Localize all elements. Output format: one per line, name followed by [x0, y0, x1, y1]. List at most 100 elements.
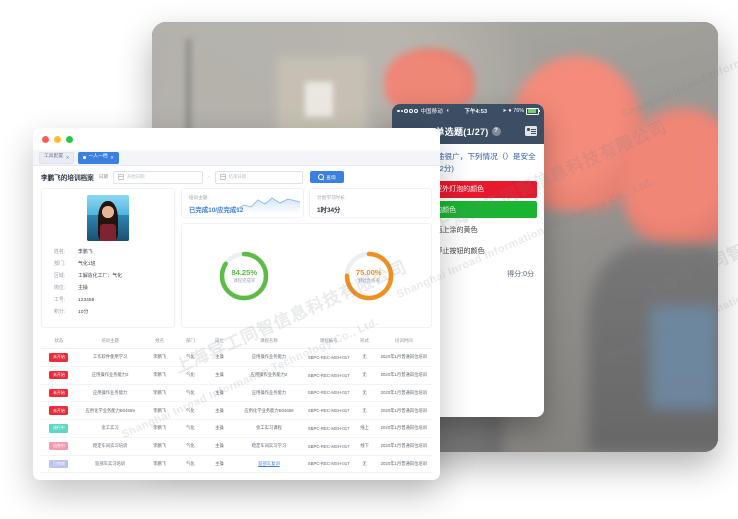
- score-text: 得分:0分: [507, 271, 534, 279]
- table-row[interactable]: 已完成 监部车实习培训 李鹏飞 气化 主操 监部车复训 SBPC-REC-MSH-017 无 2…: [41, 455, 432, 474]
- status-badge: 未开始: [49, 370, 69, 380]
- start-date-input[interactable]: 开始日期: [112, 170, 203, 184]
- calendar-icon: [117, 173, 125, 181]
- cell-dept: 气化: [175, 401, 205, 420]
- cell-status: 结束中: [41, 437, 77, 456]
- cell-topic: 应用操作业务能力2: [76, 366, 144, 385]
- table-header-row: 状态 培训主题 姓名 部门 岗位 课程名称 课程编号 形式 培训时间: [41, 334, 432, 349]
- profile-key: 岗位:: [54, 286, 66, 291]
- tab-tool-config[interactable]: 工具配置 ✕: [39, 151, 75, 164]
- cell-dept: 气化: [175, 419, 205, 438]
- end-date-input[interactable]: 结束日期: [214, 170, 303, 184]
- profile-value: 气化1班: [78, 262, 96, 267]
- tab-tool-config-label: 工具配置: [44, 154, 64, 160]
- photo-red-helmet-center: [384, 47, 475, 113]
- cell-post: 主操: [204, 437, 234, 456]
- metrics-column: 培训主题: 已完成10/应完成12: [181, 188, 432, 328]
- tab-bar: 工具配置 ✕ 一人一档 ✕: [33, 150, 440, 166]
- table-row[interactable]: 未开始 应用操作业务能力2 李鹏飞 气化 主操 应用操作业务能力2 SBPC-REC-MSH…: [41, 366, 432, 385]
- calendar-icon: [219, 173, 227, 181]
- cell-course[interactable]: 监部车复训: [234, 455, 304, 474]
- cell-course: 应用操作业务能力: [234, 384, 304, 403]
- table-row[interactable]: 未开始 工作软件使用学习 李鹏飞 气化 主操 应用操作业务能力 SBPC-REC-MSH-0…: [41, 348, 432, 367]
- status-badge: 已完成: [49, 459, 69, 469]
- stat-planned-duration: 计划学习时长 1时34分: [309, 188, 432, 218]
- photo-paper-label: [304, 82, 334, 117]
- cell-post: 主操: [204, 401, 234, 420]
- status-badge: 结束中: [49, 441, 69, 451]
- search-button-label: 查询: [326, 175, 336, 181]
- profile-key: 积分:: [54, 310, 66, 315]
- records-table: 状态 培训主题 姓名 部门 岗位 课程名称 课程编号 形式 培训时间 未开始 工作…: [41, 334, 432, 474]
- close-button[interactable]: [42, 135, 49, 143]
- donut-chart-group: 84.25% 课程完成率 75.00% 测验合格率: [181, 223, 432, 328]
- tab-close-icon[interactable]: ✕: [65, 154, 70, 160]
- cell-post: 主操: [204, 366, 234, 385]
- tab-one-person-one-file-label: 一人一档: [88, 154, 108, 160]
- table-row[interactable]: 结束中 稳定车间实习培训 李鹏飞 气化 主操 稳定车间实习学习 SBPC-REC-MSH-0…: [41, 437, 432, 456]
- option-a-label: A.驾驶室外灯泡的颜色: [414, 186, 485, 194]
- date-label: 日期: [98, 174, 108, 179]
- search-button[interactable]: 查询: [309, 171, 344, 183]
- wifi-icon: ◖: [445, 108, 450, 114]
- window-title-bar: [33, 128, 440, 150]
- profile-key: 部门:: [54, 262, 66, 267]
- table-row[interactable]: 未开始 应用化学业务能力B04659 李鹏飞 气化 主操 应用化学业务能力B04659 SB…: [41, 401, 432, 420]
- cell-topic: 稳定车间实习培训: [76, 437, 144, 456]
- status-badge: 未开始: [49, 406, 69, 415]
- help-circle-icon[interactable]: ?: [491, 126, 501, 136]
- cell-status: 已完成: [41, 455, 77, 474]
- cell-status: 未开始: [41, 384, 77, 403]
- table-row[interactable]: 未开始 应用操作业务能力 李鹏飞 气化 主操 应用操作业务能力 SBPC-REC-MSH-0…: [41, 384, 432, 403]
- cell-mode: 无: [353, 366, 376, 385]
- cell-course: 应用操作业务能力2: [234, 366, 304, 385]
- maximize-button[interactable]: [66, 135, 73, 143]
- cell-mode: 无: [353, 401, 376, 420]
- tab-one-person-one-file[interactable]: 一人一档 ✕: [78, 151, 119, 164]
- page-title: 李鹏飞的培训档案: [41, 175, 94, 182]
- cell-topic: 应用化学业务能力B04659: [76, 401, 144, 420]
- cell-time: 2020年1月普通岗位培训: [375, 366, 432, 385]
- records-table-wrap: 状态 培训主题 姓名 部门 岗位 课程名称 课程编号 形式 培训时间 未开始 工作…: [33, 334, 440, 474]
- answer-card-icon[interactable]: [525, 126, 537, 136]
- option-c-label: C.氯气瓶上涂的黄色: [414, 227, 478, 235]
- profile-key: 区域:: [54, 274, 66, 279]
- desktop-window: 工具配置 ✕ 一人一档 ✕ 李鹏飞的培训档案 日期 开始日期 - 结束日期: [33, 128, 440, 480]
- table-row[interactable]: 进行中 金工实习 李鹏飞 气化 主操 金工实习课程 SBPC-REC-MSH-017 线上 20…: [41, 419, 432, 438]
- cell-status: 未开始: [41, 366, 77, 385]
- profile-value: 主操: [78, 286, 88, 291]
- cell-course: 金工实习课程: [234, 419, 304, 438]
- alarm-icon: ⏺: [508, 108, 512, 114]
- donut-label: 测验合格率: [357, 277, 380, 283]
- phone-page-title: 单选题(1/27) ?: [411, 125, 525, 138]
- cell-post: 主操: [204, 348, 234, 367]
- cell-mode: 线下: [353, 437, 376, 456]
- cell-dept: 气化: [175, 366, 205, 385]
- cell-code: SBPC-REC-MSH-017: [303, 384, 354, 403]
- profile-value: 10分: [78, 310, 89, 315]
- cell-topic: 金工实习: [76, 419, 144, 438]
- summary-area: 姓名: 李鹏飞 部门: 气化1班 区域: 工解造化工厂：气化 岗位: 主操: [33, 188, 440, 328]
- profile-value: 李鹏飞: [78, 250, 93, 255]
- cell-name: 李鹏飞: [143, 384, 176, 403]
- option-d-label: D.紧急停止按钮的颜色: [414, 247, 485, 255]
- th-post: 岗位: [204, 334, 234, 349]
- stat-row: 培训主题: 已完成10/应完成12: [181, 188, 432, 218]
- tab-active-dot-icon: [83, 156, 86, 159]
- donut-label: 课程完成率: [233, 277, 256, 283]
- minimize-button[interactable]: [54, 135, 61, 143]
- tab-close-icon[interactable]: ✕: [110, 154, 114, 160]
- cell-code: SBPC-REC-MSH-017: [303, 348, 354, 367]
- cell-status: 进行中: [41, 419, 77, 438]
- range-separator: -: [207, 174, 210, 180]
- status-time: 下午4:53: [464, 109, 488, 115]
- cell-mode: 无: [353, 348, 376, 367]
- profile-key: 姓名:: [54, 250, 66, 255]
- donut-course-completion: 84.25% 课程完成率: [216, 248, 272, 304]
- profile-field-list: 姓名: 李鹏飞 部门: 气化1班 区域: 工解造化工厂：气化 岗位: 主操: [42, 248, 174, 320]
- status-badge: 进行中: [49, 424, 69, 433]
- th-time: 培训时间: [375, 334, 432, 349]
- cell-post: 主操: [204, 419, 234, 438]
- sparkline-chart: [236, 197, 300, 214]
- cell-name: 李鹏飞: [143, 455, 176, 474]
